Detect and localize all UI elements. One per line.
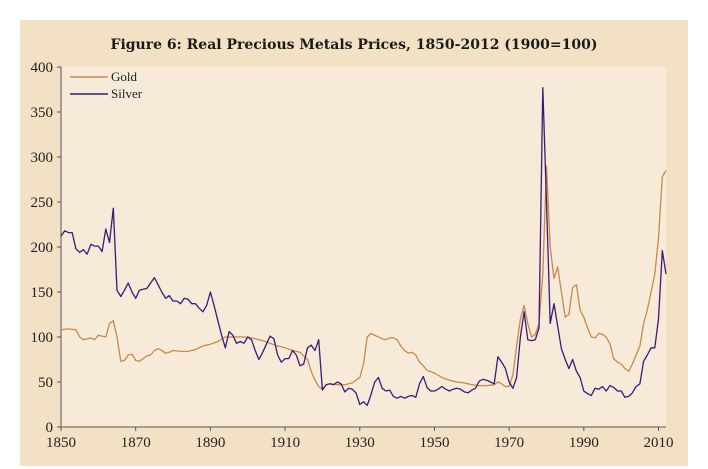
series-layer (60, 87, 667, 407)
y-tick-label: 250 (31, 195, 54, 211)
y-tick-label: 350 (31, 105, 54, 121)
x-tick-label: 2010 (644, 435, 674, 451)
y-tick-label: 50 (38, 375, 53, 391)
axes: 0 50 100 150 200 250 300 350 400 1850 1870 1890 1910… (31, 60, 674, 451)
y-tick-label: 150 (31, 285, 54, 301)
series-line-gold (60, 165, 667, 390)
x-tick-label: 1930 (345, 435, 375, 451)
legend: Gold Silver (70, 69, 143, 101)
x-tick-label: 1870 (121, 435, 151, 451)
x-tick-label: 1910 (270, 435, 300, 451)
plot-area (61, 67, 666, 427)
legend-label-gold: Gold (111, 69, 138, 84)
x-tick-label: 1990 (569, 435, 599, 451)
y-tick-label: 0 (46, 420, 54, 436)
legend-label-silver: Silver (111, 86, 143, 101)
chart-frame: Figure 6: Real Precious Metals Prices, 1… (20, 20, 688, 466)
x-tick-label: 1850 (46, 435, 76, 451)
y-tick-label: 100 (31, 330, 54, 346)
x-tick-label: 1950 (419, 435, 449, 451)
chart-title: Figure 6: Real Precious Metals Prices, 1… (110, 37, 598, 53)
y-tick-label: 400 (31, 60, 54, 76)
chart-svg: 0 50 100 150 200 250 300 350 400 1850 1870 1890 1910… (31, 60, 674, 451)
y-tick-label: 200 (31, 240, 54, 256)
x-tick-label: 1890 (195, 435, 225, 451)
series-line-silver (60, 87, 667, 407)
y-tick-label: 300 (31, 150, 54, 166)
x-tick-label: 1970 (494, 435, 524, 451)
